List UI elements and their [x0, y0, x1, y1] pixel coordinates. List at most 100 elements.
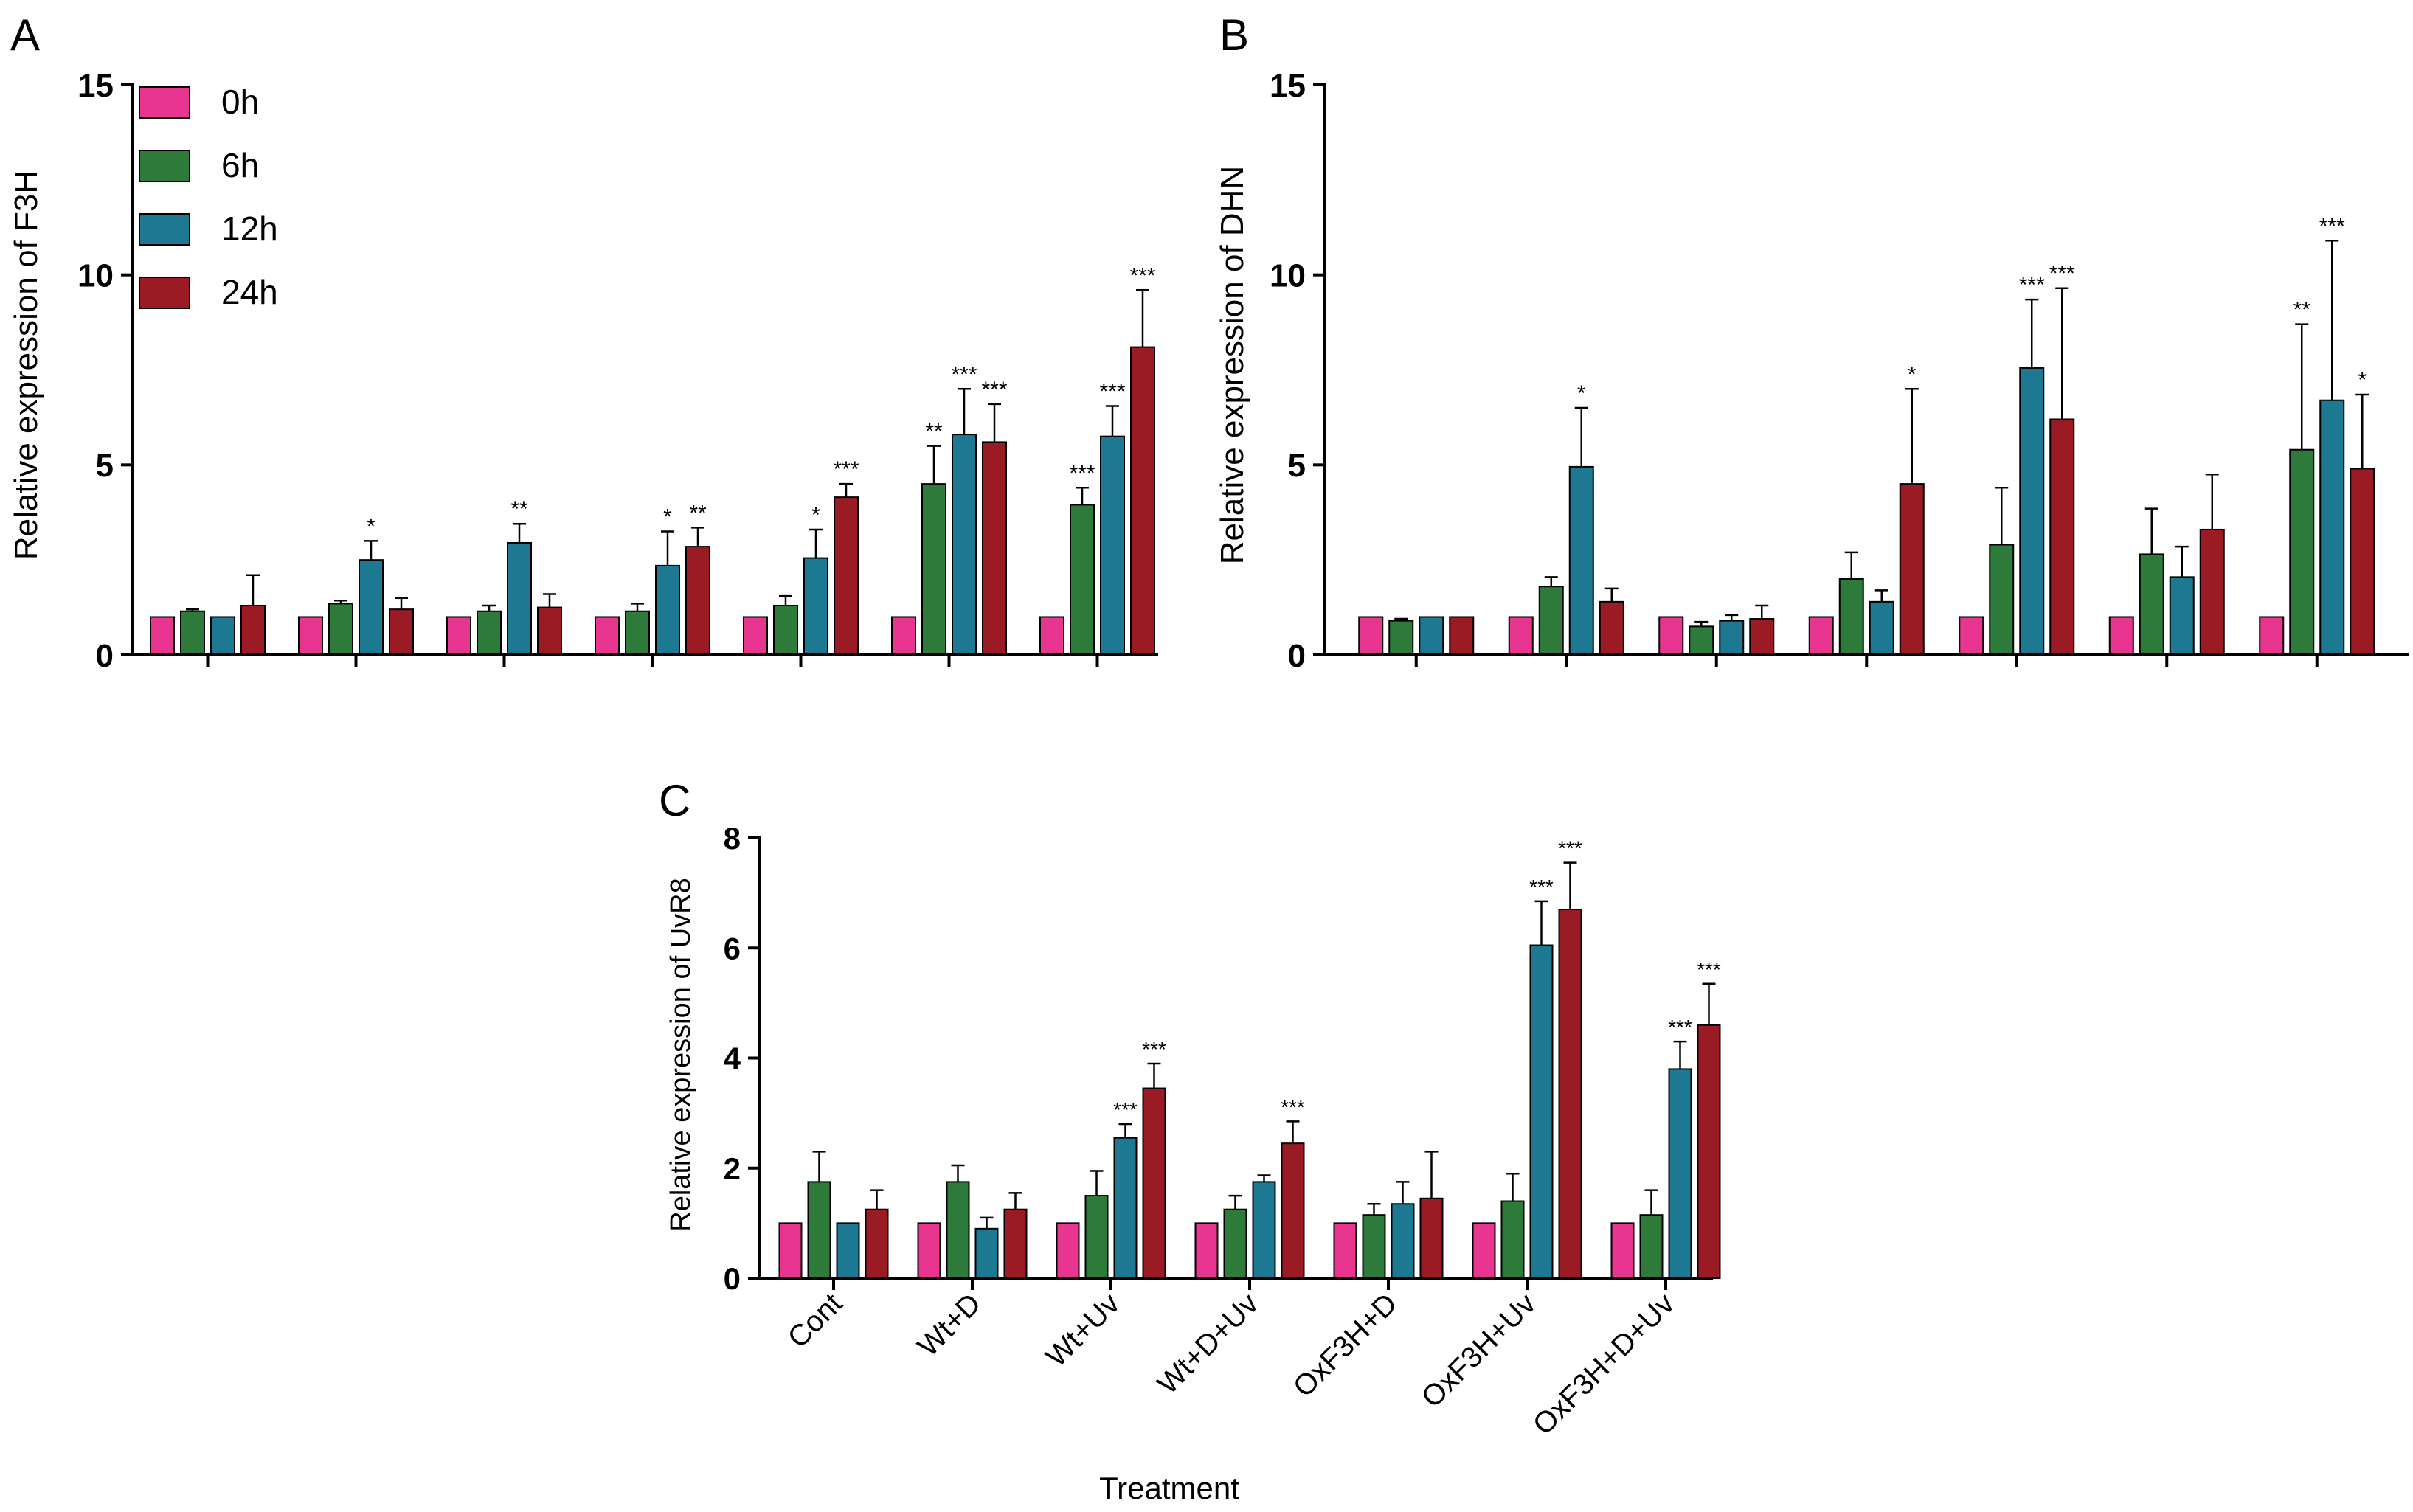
bar-0h-6 — [2259, 616, 2285, 656]
bar-0h-1 — [1508, 616, 1534, 656]
x-axis-title: Treatment — [1099, 1471, 1239, 1505]
significance-label: *** — [1099, 379, 1125, 403]
significance-label: ** — [925, 420, 943, 444]
significance-label: ** — [689, 501, 707, 525]
significance-label: * — [663, 505, 672, 530]
bar-12h-0 — [836, 1222, 860, 1279]
category-label: Wt+Uv — [1040, 1287, 1126, 1373]
significance-label: *** — [1529, 875, 1554, 898]
bar-12h-5 — [1529, 944, 1554, 1280]
significance-label: *** — [1558, 837, 1582, 860]
y-tick-label: 10 — [1270, 258, 1306, 294]
significance-label: *** — [951, 362, 977, 386]
bar-0h-2 — [1056, 1222, 1080, 1279]
bar-24h-5 — [1558, 909, 1582, 1279]
bar-0h-6 — [1039, 616, 1064, 656]
bar-24h-2 — [537, 606, 562, 656]
bar-6h-2 — [477, 610, 502, 656]
bar-24h-0 — [240, 605, 266, 656]
bar-0h-5 — [1472, 1222, 1496, 1279]
y-tick-label: 4 — [724, 1041, 741, 1076]
legend-label-12h: 12h — [221, 209, 278, 248]
legend-item-12h: 12h — [139, 209, 278, 248]
legend-label-0h: 0h — [221, 83, 259, 121]
bar-24h-2 — [1749, 618, 1775, 656]
significance-label: *** — [833, 457, 859, 482]
y-tick-label: 0 — [1288, 638, 1306, 674]
bar-24h-0 — [1449, 616, 1475, 656]
y-tick-label: 5 — [96, 448, 114, 484]
bar-6h-2 — [1084, 1195, 1109, 1279]
significance-label: * — [367, 514, 375, 538]
panel-label-b: B — [1219, 10, 1249, 60]
bar-0h-2 — [1658, 616, 1684, 656]
significance-label: * — [1577, 381, 1586, 406]
bar-6h-1 — [328, 603, 353, 656]
significance-label: *** — [1129, 263, 1155, 288]
significance-label: * — [2358, 368, 2367, 392]
y-axis-label-b: Relative expression of DHN — [1214, 166, 1250, 564]
bar-24h-6 — [1697, 1024, 1721, 1279]
bar-0h-5 — [2108, 616, 2134, 656]
bar-6h-5 — [2139, 553, 2164, 656]
y-axis-label-c: Relative expression of UvR8 — [665, 878, 696, 1231]
significance-label: *** — [2019, 273, 2045, 297]
category-label: OxF3H+D — [1287, 1287, 1404, 1404]
bar-0h-3 — [1808, 616, 1834, 656]
bar-6h-4 — [773, 605, 798, 656]
bar-6h-4 — [1362, 1214, 1386, 1280]
bar-0h-4 — [1959, 616, 1984, 656]
legend-label-6h: 6h — [221, 146, 259, 184]
panel-a-f3h-chart: A Relative expression of F3H *** * ** *****… — [8, 10, 1158, 674]
y-axis-label-a: Relative expression of F3H — [8, 170, 44, 560]
bar-6h-0 — [180, 610, 205, 656]
legend-swatch-6h — [139, 150, 190, 182]
bar-12h-5 — [952, 434, 977, 656]
y-tick-label: 6 — [724, 931, 741, 965]
significance-label: ** — [510, 497, 528, 521]
bar-0h-1 — [298, 616, 323, 656]
bar-6h-5 — [1500, 1200, 1525, 1280]
bar-12h-5 — [2169, 576, 2195, 656]
legend-swatch-0h — [139, 86, 190, 119]
bar-12h-6 — [2319, 399, 2345, 656]
bar-12h-6 — [1100, 435, 1125, 656]
bar-0h-3 — [1194, 1222, 1219, 1279]
bar-6h-2 — [1689, 625, 1714, 656]
bar-0h-5 — [891, 616, 916, 656]
bar-6h-3 — [1223, 1208, 1247, 1279]
y-tick-label: 0 — [724, 1261, 741, 1296]
significance-label: *** — [1697, 958, 1721, 981]
bar-0h-6 — [1610, 1222, 1635, 1279]
bar-6h-6 — [2289, 448, 2315, 656]
bar-24h-1 — [1003, 1208, 1028, 1279]
significance-label: *** — [1281, 1095, 1305, 1118]
bar-12h-1 — [359, 559, 384, 656]
category-label: Cont — [782, 1287, 849, 1354]
bar-12h-6 — [1668, 1068, 1692, 1280]
bar-0h-4 — [743, 616, 768, 656]
axes-b: 0 5 10 15 — [1270, 68, 2409, 674]
bar-24h-4 — [2049, 418, 2075, 656]
bar-12h-3 — [655, 564, 680, 656]
bar-6h-3 — [625, 610, 650, 656]
bar-24h-6 — [1130, 346, 1155, 656]
bar-0h-0 — [1358, 616, 1384, 656]
y-tick-label: 8 — [724, 821, 741, 856]
bar-12h-2 — [507, 541, 532, 656]
significance-label: *** — [2319, 214, 2345, 238]
significance-label: * — [1908, 362, 1917, 386]
bar-24h-6 — [2350, 468, 2375, 656]
bar-12h-1 — [974, 1227, 999, 1280]
bars-b: ***** ********* — [1358, 214, 2375, 656]
significance-label: *** — [1113, 1098, 1138, 1121]
axes-a: 0 5 10 15 — [77, 68, 1158, 674]
panel-c-uvr8-chart: C Relative expression of UvR8 **********… — [659, 776, 1721, 1441]
category-label: Wt+D — [912, 1287, 988, 1363]
legend-swatch-24h — [139, 277, 190, 309]
bar-12h-3 — [1252, 1181, 1276, 1279]
bar-6h-0 — [1388, 620, 1414, 656]
bar-12h-2 — [1113, 1137, 1138, 1280]
legend-swatch-12h — [139, 213, 190, 246]
bar-0h-4 — [1333, 1222, 1357, 1279]
